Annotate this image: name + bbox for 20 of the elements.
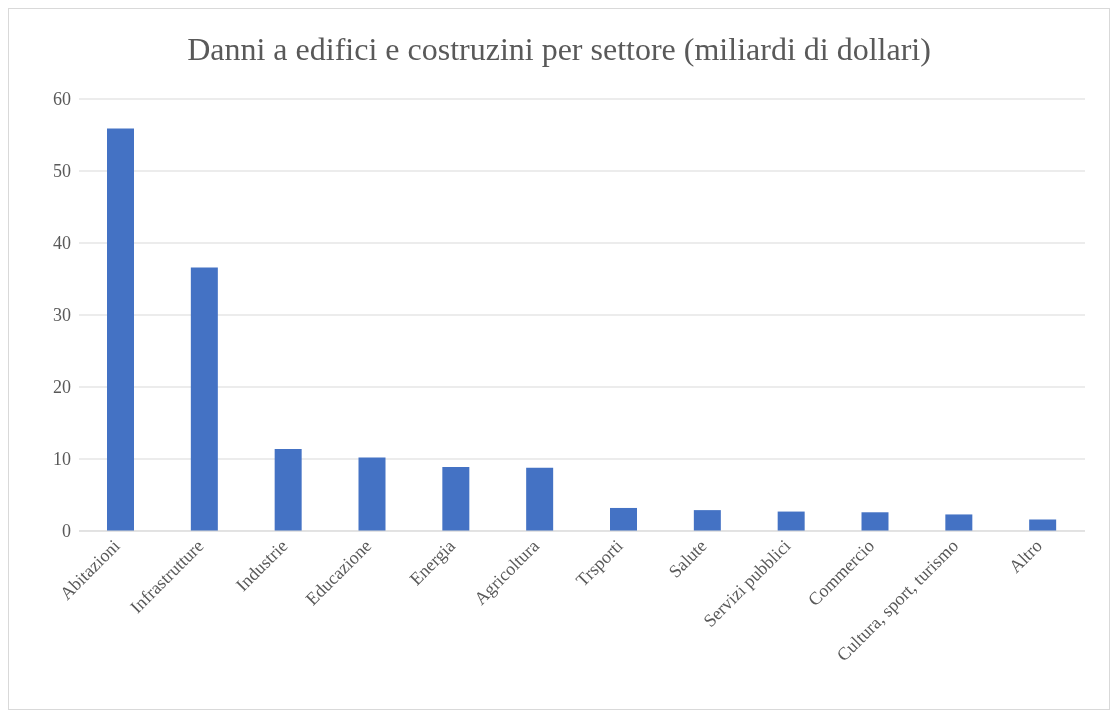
y-tick-label: 10: [53, 449, 71, 470]
bar: [358, 457, 386, 531]
chart-title: Danni a edifici e costruzini per settore (miliardi di dollari): [186, 30, 932, 69]
y-tick-label: 0: [62, 521, 71, 542]
y-tick-label: 60: [53, 89, 71, 110]
bar: [107, 128, 134, 531]
y-tick-label: 30: [53, 305, 71, 326]
y-tick-label: 20: [53, 377, 71, 398]
bar: [777, 511, 805, 531]
bar: [610, 507, 637, 531]
bar: [693, 510, 721, 531]
y-tick-label: 50: [53, 161, 71, 182]
bar: [526, 467, 554, 531]
bar: [1029, 519, 1057, 531]
bar: [945, 514, 973, 531]
y-tick-label: 40: [53, 233, 71, 254]
bar: [274, 448, 302, 531]
bar: [442, 466, 470, 531]
bar: [190, 267, 218, 531]
bar: [861, 512, 889, 531]
